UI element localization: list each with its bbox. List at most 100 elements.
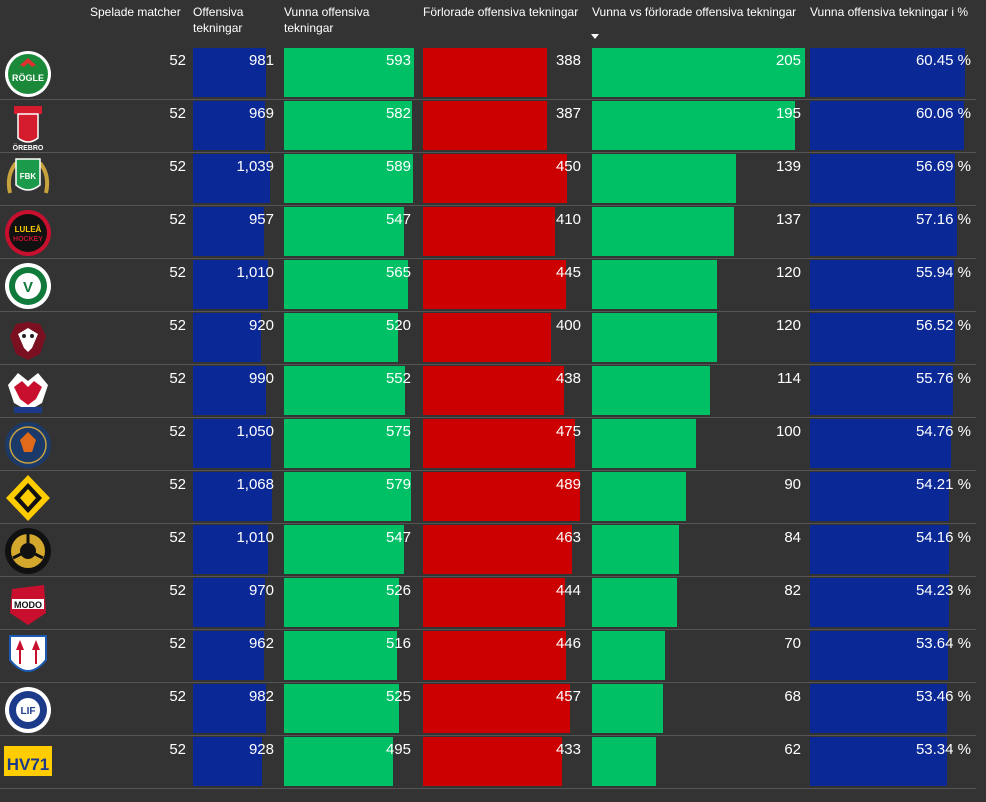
vaxjo-logo <box>2 420 54 470</box>
lost-bar <box>423 313 551 362</box>
won-value: 589 <box>385 158 411 175</box>
lost-value: 438 <box>555 370 581 387</box>
lost-bar <box>423 207 555 256</box>
pct-bar <box>810 525 949 574</box>
table-row: LIF 52 982 525 457 68 53.46 % <box>0 683 976 736</box>
table-row: 52 990 552 438 114 55.76 % <box>0 365 976 418</box>
lost-bar <box>423 525 572 574</box>
row-divider <box>0 364 976 365</box>
diff-value: 70 <box>784 635 801 652</box>
header-lost[interactable]: Förlorade offensiva tekningar <box>423 5 579 19</box>
faceoffs-bar <box>193 631 264 680</box>
diff-bar <box>592 101 795 150</box>
won-value: 582 <box>385 105 411 122</box>
won-bar <box>284 578 399 627</box>
won-bar <box>284 207 404 256</box>
header-pct[interactable]: Vunna offensiva tekningar i % <box>810 5 969 19</box>
faceoffs-bar <box>193 525 268 574</box>
faceoffs-value: 1,050 <box>236 423 274 440</box>
diff-value: 114 <box>777 370 801 387</box>
table-row: MODO 52 970 526 444 82 54.23 % <box>0 577 976 630</box>
pct-bar <box>810 684 947 733</box>
faceoffs-value: 920 <box>248 317 274 334</box>
table-row: RÖGLE 52 981 593 388 205 60.45 % <box>0 47 976 100</box>
pct-bar <box>810 313 955 362</box>
lost-bar <box>423 260 566 309</box>
lost-bar <box>423 578 565 627</box>
table-row: V 52 1,010 565 445 120 55.94 % <box>0 259 976 312</box>
header-diff[interactable]: Vunna vs förlorade offensiva tekningar <box>592 5 797 19</box>
row-divider <box>0 417 976 418</box>
svg-text:ÖREBRO: ÖREBRO <box>13 143 44 152</box>
faceoffs-value: 1,010 <box>236 264 274 281</box>
sort-descending-icon[interactable] <box>591 34 599 39</box>
header-games[interactable]: Spelade matcher <box>90 5 181 19</box>
faceoffs-value: 970 <box>248 582 274 599</box>
malmo-logo <box>2 314 54 364</box>
skelleftea-logo <box>2 473 54 523</box>
svg-text:HOCKEY: HOCKEY <box>13 236 43 243</box>
lost-bar <box>423 48 547 97</box>
faceoffs-value: 990 <box>248 370 274 387</box>
faceoffs-value: 982 <box>248 688 274 705</box>
won-bar <box>284 631 397 680</box>
row-divider <box>0 152 976 153</box>
won-value: 547 <box>385 211 411 228</box>
pct-bar <box>810 419 951 468</box>
pct-bar <box>810 207 957 256</box>
orebro-logo: ÖREBRO <box>2 102 54 152</box>
lost-bar <box>423 419 575 468</box>
pct-value: 53.34 % <box>915 741 971 758</box>
games-value: 52 <box>169 211 186 228</box>
diff-value: 90 <box>784 476 801 493</box>
lost-value: 446 <box>555 635 581 652</box>
row-divider <box>0 682 976 683</box>
diff-bar <box>592 525 679 574</box>
table-row: 52 1,050 575 475 100 54.76 % <box>0 418 976 471</box>
row-divider <box>0 629 976 630</box>
faceoffs-bar <box>193 313 261 362</box>
brynas-logo <box>2 526 54 576</box>
row-divider <box>0 258 976 259</box>
row-divider <box>0 788 976 789</box>
hv71-logo: HV71 <box>2 738 54 788</box>
lost-value: 410 <box>555 211 581 228</box>
faceoffs-bar <box>193 154 270 203</box>
faceoffs-value: 962 <box>248 635 274 652</box>
diff-value: 82 <box>784 582 801 599</box>
games-value: 52 <box>169 476 186 493</box>
faceoffs-bar <box>193 260 268 309</box>
header-faceoffs[interactable]: Offensiva tekningar <box>193 5 244 35</box>
row-divider <box>0 470 976 471</box>
games-value: 52 <box>169 529 186 546</box>
header-won[interactable]: Vunna offensiva tekningar <box>284 5 370 35</box>
faceoffs-value: 957 <box>248 211 274 228</box>
pct-value: 60.45 % <box>915 52 971 69</box>
lost-value: 463 <box>555 529 581 546</box>
lost-value: 433 <box>555 741 581 758</box>
table-row: 52 962 516 446 70 53.64 % <box>0 630 976 683</box>
farjestad-logo: FBK <box>2 155 54 205</box>
diff-value: 137 <box>775 211 801 228</box>
pct-bar <box>810 578 949 627</box>
pct-value: 54.16 % <box>915 529 971 546</box>
faceoffs-bar <box>193 207 264 256</box>
lost-value: 475 <box>555 423 581 440</box>
pct-bar <box>810 737 947 786</box>
diff-value: 120 <box>775 317 801 334</box>
faceoffs-value: 981 <box>248 52 274 69</box>
lost-value: 445 <box>555 264 581 281</box>
timra-logo <box>2 632 54 682</box>
pct-value: 55.76 % <box>915 370 971 387</box>
lost-value: 388 <box>555 52 581 69</box>
pct-value: 55.94 % <box>915 264 971 281</box>
won-value: 547 <box>385 529 411 546</box>
rogle-logo: RÖGLE <box>2 49 54 99</box>
diff-value: 139 <box>775 158 801 175</box>
row-divider <box>0 576 976 577</box>
table-row: LULEÅ HOCKEY 52 957 547 410 137 57.16 % <box>0 206 976 259</box>
lost-value: 387 <box>555 105 581 122</box>
lost-bar <box>423 154 567 203</box>
svg-text:HV71: HV71 <box>7 755 50 774</box>
